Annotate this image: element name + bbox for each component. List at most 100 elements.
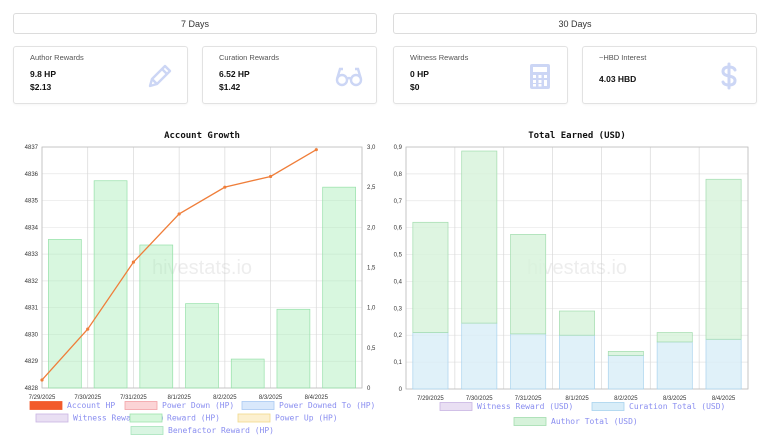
x-tick: 8/1/2025 (565, 396, 589, 402)
bar-reward-hp (48, 239, 82, 389)
x-tick: 7/29/2025 (29, 395, 56, 401)
bar-curation-total-usd- (559, 334, 595, 390)
legend-label: Benefactor Reward (HP) (168, 426, 274, 435)
dollar-icon (721, 62, 737, 90)
y-tick-left: 4831 (25, 306, 39, 312)
y-tick: 0,4 (394, 279, 403, 285)
x-tick: 8/2/2025 (614, 396, 638, 402)
card-value-hp: 9.8 HP (30, 69, 56, 79)
bar-curation-total-usd- (656, 341, 693, 390)
y-tick-right: 0,5 (367, 346, 376, 352)
bar-author-total-usd- (510, 234, 547, 335)
point-account-hp (268, 174, 273, 179)
calculator-icon (530, 64, 550, 89)
legend-swatch (591, 402, 625, 411)
legend-swatch (237, 413, 271, 423)
legend-swatch (439, 402, 473, 411)
account-growth-chart: Account Growth 4828 4829 4830 4831 4832 4833 48… (0, 124, 384, 436)
y-tick: 0,1 (394, 360, 403, 366)
bar-author-total-usd- (705, 178, 742, 340)
x-tick: 8/3/2025 (663, 396, 687, 402)
point-account-hp (314, 148, 318, 152)
x-tick: 8/1/2025 (167, 395, 191, 401)
card-title: Curation Rewards (219, 53, 280, 62)
bar-reward-hp (93, 180, 128, 389)
legend-label: Author Total (USD) (551, 417, 638, 426)
bar-curation-total-usd- (607, 355, 644, 390)
x-tick: 7/30/2025 (466, 396, 493, 402)
total-earned-chart: Total Earned (USD) 0 0,1 0,2 0,3 0,4 0,5 0,6 0,7… (384, 124, 768, 436)
y-tick: 0,9 (394, 145, 403, 151)
bar-curation-total-usd- (705, 338, 742, 390)
y-tick-left: 4837 (25, 145, 39, 151)
watermark: hivestats.io (527, 257, 627, 279)
bar-reward-hp (230, 358, 265, 389)
legend-label: Power Downed To (HP) (279, 401, 375, 410)
legend-label: Curation Total (USD) (629, 402, 725, 411)
card-value-usd: $1.42 (219, 82, 241, 92)
y-tick: 0 (399, 387, 403, 393)
y-tick-right: 1,5 (367, 266, 376, 272)
y-tick: 0,6 (394, 226, 403, 232)
card-value-usd: $0 (410, 82, 420, 92)
legend-label: Witness Reward (HP) (73, 414, 165, 423)
card-title: Witness Rewards (410, 53, 469, 62)
card-title: ~HBD Interest (599, 53, 647, 62)
x-tick: 7/31/2025 (120, 395, 147, 401)
tab-30-days[interactable]: 30 Days (393, 13, 757, 34)
y-tick: 0,2 (394, 333, 403, 339)
glasses-icon (335, 67, 363, 87)
legend-swatch (29, 401, 63, 410)
author-rewards-card: Author Rewards 9.8 HP $2.13 (13, 46, 188, 104)
witness-rewards-card: Witness Rewards 0 HP $0 (393, 46, 568, 104)
y-tick-left: 4834 (25, 225, 39, 231)
legend-swatch (35, 413, 69, 423)
point-account-hp (40, 378, 44, 382)
x-tick: 7/29/2025 (417, 396, 444, 402)
legend-swatch (130, 426, 164, 435)
legend-swatch (241, 401, 275, 410)
curation-rewards-card: Curation Rewards 6.52 HP $1.42 (202, 46, 377, 104)
bar-curation-total-usd- (412, 332, 449, 390)
legend-swatch (129, 413, 163, 423)
chart-title: Total Earned (USD) (528, 131, 626, 141)
chart-title: Account Growth (164, 131, 240, 141)
card-value-hbd: 4.03 HBD (599, 74, 637, 84)
x-tick: 7/30/2025 (74, 395, 101, 401)
point-account-hp (131, 260, 136, 264)
legend-label: Power Down (HP) (162, 401, 234, 410)
y-tick-left: 4835 (25, 199, 39, 205)
watermark: hivestats.io (152, 257, 252, 279)
point-account-hp (177, 212, 181, 216)
x-tick: 8/4/2025 (712, 396, 736, 402)
y-tick-left: 4828 (25, 386, 39, 392)
y-tick: 0,8 (394, 172, 403, 178)
bar-curation-total-usd- (510, 333, 547, 390)
y-tick-right: 2,5 (367, 185, 376, 191)
bar-author-total-usd- (559, 310, 595, 336)
bar-author-total-usd- (412, 221, 449, 333)
total-earned-svg: Total Earned (USD) 0 0,1 0,2 0,3 0,4 0,5 0,6 0,7… (394, 131, 749, 426)
y-tick-right: 3,0 (367, 145, 376, 151)
point-account-hp (223, 185, 227, 189)
tab-7-days[interactable]: 7 Days (13, 13, 377, 34)
x-tick: 8/3/2025 (259, 395, 283, 401)
bar-reward-hp (322, 186, 356, 389)
bar-curation-total-usd- (461, 322, 498, 390)
legend-label: Power Up (HP) (275, 414, 338, 423)
card-title: Author Rewards (30, 53, 84, 62)
bar-reward-hp (185, 303, 219, 389)
y-tick-left: 4829 (25, 359, 39, 365)
legend-swatch (124, 401, 158, 410)
bar-reward-hp (139, 244, 174, 389)
bar-reward-hp (276, 308, 311, 389)
bar-author-total-usd- (656, 332, 693, 343)
x-tick: 8/2/2025 (213, 395, 237, 401)
bar-author-total-usd- (461, 150, 498, 324)
y-tick: 0,5 (394, 253, 403, 259)
legend-label: Witness Reward (USD) (477, 402, 573, 411)
pencil-icon (148, 64, 172, 88)
y-tick-right: 2,0 (367, 225, 376, 231)
card-value-usd: $2.13 (30, 82, 52, 92)
y-tick-left: 4830 (25, 332, 39, 338)
